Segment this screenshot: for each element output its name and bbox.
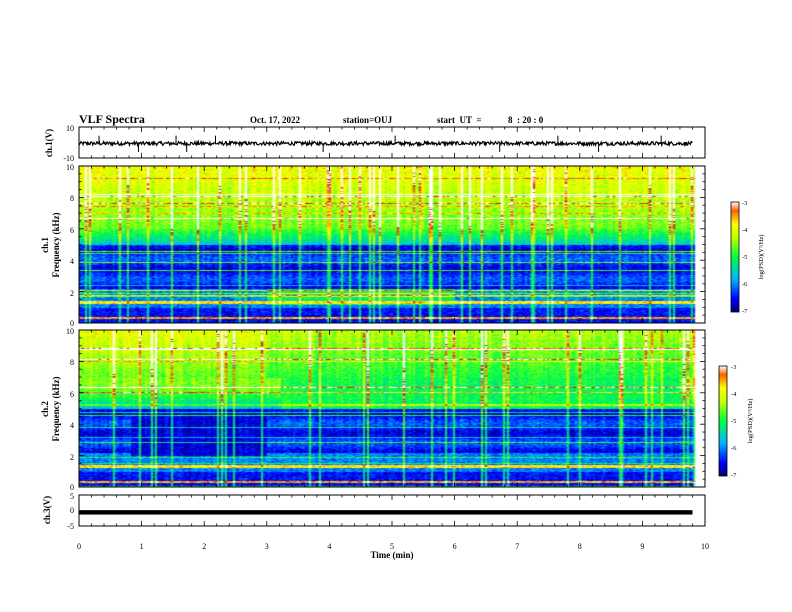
ch1-waveform-panel: 10 -10 ch.1(V) (44, 124, 706, 163)
x-tick-label: 6 (453, 542, 457, 551)
ch2-ytick-0: 0 (70, 483, 74, 492)
x-tick-label: 8 (578, 542, 582, 551)
ch3-ytick-0: 0 (70, 506, 74, 515)
ch3-waveform-line (79, 510, 693, 515)
x-axis-label: Time (min) (370, 550, 413, 560)
ch2-cb-tick-m3: -3 (731, 364, 736, 371)
ch2-spectrogram-image (79, 330, 705, 487)
ch1-channel-label: ch.1 (40, 237, 50, 253)
x-tick-label: 5 (390, 542, 394, 551)
x-tick-label: 0 (77, 542, 81, 551)
ch3-waveform-ylabel: ch.3(V) (42, 496, 52, 524)
date-label: Oct. 17, 2022 (250, 115, 300, 125)
x-tick-label: 4 (327, 542, 331, 551)
ch1-colorbar (730, 201, 740, 313)
ch1-cb-tick-m6: -6 (742, 281, 748, 288)
station-label: station=OUJ (343, 115, 393, 125)
ch1-cb-tick-m3: -3 (742, 200, 747, 207)
ch1-spikes (98, 135, 662, 152)
start-ut-label: start UT = (437, 115, 482, 125)
ch2-spectrogram-panel: 10 8 6 4 2 0 ch.2 Frequency (kHz) -3 -4 … (40, 327, 754, 492)
x-tick-label: 1 (140, 542, 144, 551)
ch2-cb-tick-m6: -6 (731, 445, 737, 452)
ch2-ytick-8: 8 (70, 358, 74, 367)
ch1-frequency-label: Frequency (kHz) (51, 212, 61, 277)
ch1-ytick-0: 0 (70, 319, 74, 328)
x-tick-label: 2 (202, 542, 206, 551)
ch1-waveform-ylabel: ch.1(V) (44, 129, 54, 157)
ch2-cb-tick-m7: -7 (731, 472, 737, 479)
ch2-ytick-2: 2 (70, 453, 74, 462)
x-tick-label: 10 (701, 542, 709, 551)
ch1-colorbar-label: log(PSD)(V²/Hz) (758, 235, 765, 280)
ch1-cb-tick-m5: -5 (742, 254, 747, 261)
ch1-spectrogram-panel: 10 8 6 4 2 0 ch.1 Frequency (kHz) -3 -4 … (40, 163, 765, 328)
ch2-ytick-4: 4 (70, 421, 74, 430)
ch3-ytick-5: 5 (70, 492, 74, 501)
ch2-ytick-10: 10 (66, 327, 74, 336)
ch1-ytick-8: 8 (70, 194, 74, 203)
ch1-cb-tick-m7: -7 (742, 308, 748, 315)
ch1-ytick-4: 4 (70, 257, 74, 266)
x-tick-label: 3 (265, 542, 269, 551)
ch2-cb-tick-m4: -4 (731, 391, 737, 398)
x-tick-label: 9 (640, 542, 644, 551)
start-time-value: 8 : 20 : 0 (508, 115, 544, 125)
x-tick-label: 7 (515, 542, 519, 551)
ch1-ytick-top: 10 (66, 124, 74, 133)
ch1-ytick-2: 2 (70, 289, 74, 298)
ch1-ytick-6: 6 (70, 226, 74, 235)
ch2-frequency-label: Frequency (kHz) (51, 376, 61, 441)
ch1-waveform-line (78, 139, 693, 148)
ch2-colorbar (718, 365, 728, 477)
ch3-ytick-m5: -5 (67, 522, 74, 531)
ch2-colorbar-label: log(PSD)(V²/Hz) (747, 399, 754, 444)
ch1-cb-tick-m4: -4 (742, 227, 748, 234)
ch1-ytick-bottom: -10 (63, 154, 74, 163)
ch2-channel-label: ch.2 (40, 401, 50, 417)
ch2-ytick-6: 6 (70, 390, 74, 399)
ch3-waveform-panel: 5 0 -5 ch.3(V) 0 1 2 3 4 5 6 7 8 9 10 Time (min) (42, 492, 709, 560)
ch1-spectrogram-image (79, 166, 705, 323)
chart-title: VLF Spectra (79, 112, 145, 126)
ch2-cb-tick-m5: -5 (731, 418, 736, 425)
ch1-ytick-10: 10 (66, 163, 74, 172)
